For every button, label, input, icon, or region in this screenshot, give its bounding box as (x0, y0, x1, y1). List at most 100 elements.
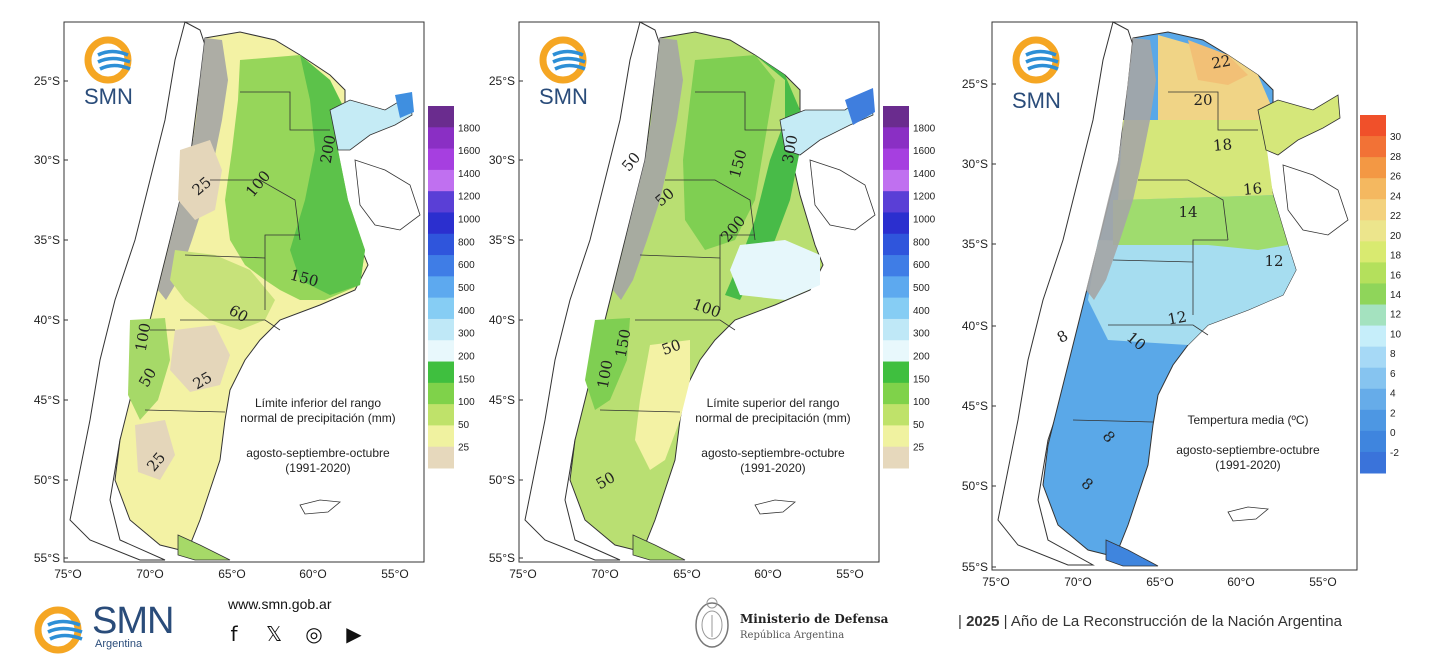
facebook-icon[interactable]: f (230, 622, 238, 646)
lat-label: 25°S (489, 74, 515, 88)
year-text: | Año de La Reconstrucción de la Nación … (1003, 613, 1342, 630)
lat-label: 30°S (962, 157, 988, 171)
youtube-icon[interactable]: ▶ (346, 622, 362, 646)
caption-line-3: agosto-septiembre-octubre (246, 446, 390, 460)
colorbar-tick-label: 150 (458, 374, 475, 385)
website-link[interactable]: www.smn.gob.ar (228, 596, 332, 612)
uruguay-outline (809, 159, 876, 231)
colorbar-swatch (1360, 241, 1386, 263)
logo-waves-icon (1025, 49, 1059, 71)
colorbar-swatch (883, 276, 909, 299)
colorbar-swatch (883, 191, 909, 213)
andes-relief (613, 38, 683, 300)
ministry-seal-icon (695, 597, 729, 648)
andes-relief (1086, 38, 1156, 300)
lon-label: 55°O (836, 567, 863, 581)
colorbar-swatch (883, 297, 909, 320)
colorbar-swatch (883, 446, 909, 469)
colorbar-swatch (1360, 325, 1386, 348)
light-blue-zone-pampa (730, 240, 820, 300)
blue-zone-mesopotamia (329, 94, 413, 151)
colorbar-swatch (1360, 346, 1386, 369)
colorbar-tick-label: 800 (913, 237, 930, 248)
contour-label: 50 (659, 336, 683, 359)
precip-upper-map: SMN 25°S 30°S 35°S 40°S 45°S 50°S 55°S 75°O 70°… (489, 21, 936, 581)
colorbar-swatch (428, 255, 454, 277)
colorbar-swatch (883, 361, 909, 384)
lon-label: 65°O (1146, 575, 1173, 589)
contour-label: 12 (1166, 308, 1188, 329)
colorbar-tick-label: 25 (458, 443, 470, 454)
colorbar-swatch (428, 382, 454, 405)
colorbar-swatch (428, 191, 454, 213)
colorbar-tick-label: 2 (1390, 408, 1396, 419)
colorbar-tick-label: 200 (458, 351, 475, 362)
lat-label: 40°S (962, 319, 988, 333)
caption-line-2: normal de precipitación (mm) (240, 411, 395, 425)
colorbar-swatch (883, 233, 909, 256)
colorbar-tick-label: 50 (458, 420, 470, 431)
colorbar-swatch (428, 169, 454, 192)
lat-label: 55°S (34, 551, 60, 565)
ministry-name: Ministerio de Defensa (740, 612, 889, 626)
lat-label: 45°S (962, 399, 988, 413)
province-lines (1072, 91, 1258, 423)
colorbar-tick-label: 28 (1390, 152, 1402, 163)
colorbar-swatch (428, 127, 454, 150)
tan-zone-center (170, 325, 230, 392)
footer-brand-name: SMN (92, 600, 174, 642)
year-prefix: | (958, 613, 967, 630)
map-panel-lower-limit: SMN 25°S 30°S 35°S 40°S 45°S 50°S 55°S 75°O 70°… (0, 0, 481, 585)
lat-label: 50°S (962, 479, 988, 493)
colorbar-swatch (1360, 367, 1386, 390)
colorbar-tick-label: 150 (913, 374, 930, 385)
malvinas-outline (754, 499, 796, 515)
colorbar-tick-label: 16 (1390, 270, 1402, 281)
colorbar-swatch (1360, 262, 1386, 284)
contour-label: 14 (1178, 203, 1197, 221)
colorbar: 1800 1600 1400 1200 1000 800 600 500 400 300 200 15… (428, 106, 481, 469)
x-icon[interactable]: 𝕏 (265, 622, 283, 646)
colorbar-tick-label: 1600 (458, 146, 481, 157)
instagram-icon[interactable]: ◎ (305, 622, 323, 646)
colorbar-swatch (1360, 283, 1386, 306)
map-panel-upper-limit: SMN 25°S 30°S 35°S 40°S 45°S 50°S 55°S 75°O 70°… (455, 0, 936, 585)
colorbar-swatch (883, 404, 909, 426)
colorbar-swatch (883, 212, 909, 235)
republic-name: República Argentina (740, 630, 845, 641)
year: 2025 (966, 613, 1000, 630)
footer (0, 585, 1440, 667)
colorbar-swatch (883, 318, 909, 341)
caption-line-1: Límite superior del rango (707, 396, 840, 410)
colorbar-tick-label: 600 (458, 260, 475, 271)
colorbar-tick-label: 1600 (913, 146, 936, 157)
colorbar-tick-label: 10 (1390, 329, 1402, 340)
colorbar-swatch (428, 233, 454, 256)
colorbar-swatch (428, 106, 454, 128)
longitude-labels: 75°O 70°O 65°O 60°O 55°O (982, 575, 1336, 589)
colorbar-swatch (883, 148, 909, 171)
tierra-del-fuego (177, 534, 231, 561)
colorbar-tick-label: 1800 (913, 123, 936, 134)
colorbar-tick-label: 26 (1390, 172, 1402, 183)
colorbar-swatch (428, 148, 454, 171)
colorbar-tick-label: 400 (458, 306, 475, 317)
lat-label: 30°S (489, 153, 515, 167)
colorbar-tick-label: 300 (913, 329, 930, 340)
colorbar-swatch (883, 169, 909, 192)
colorbar-swatch (428, 212, 454, 235)
colorbar-tick-label: 500 (458, 283, 475, 294)
colorbar-tick-label: 25 (913, 443, 925, 454)
temp-zone-10-12 (1088, 240, 1296, 345)
colorbar-tick-label: 22 (1390, 211, 1402, 222)
colorbar-swatch (1360, 199, 1386, 221)
map-caption: Tempertura media (ºC) agosto-septiembre-… (1176, 413, 1320, 472)
colorbar-tick-label: 1200 (458, 192, 481, 203)
longitude-labels: 75°O 70°O 65°O 60°O 55°O (509, 567, 863, 581)
colorbar-swatch (883, 106, 909, 128)
colorbar-tick-label: 8 (1390, 349, 1396, 360)
lon-label: 65°O (218, 567, 245, 581)
caption-line-4: (1991-2020) (285, 461, 350, 475)
